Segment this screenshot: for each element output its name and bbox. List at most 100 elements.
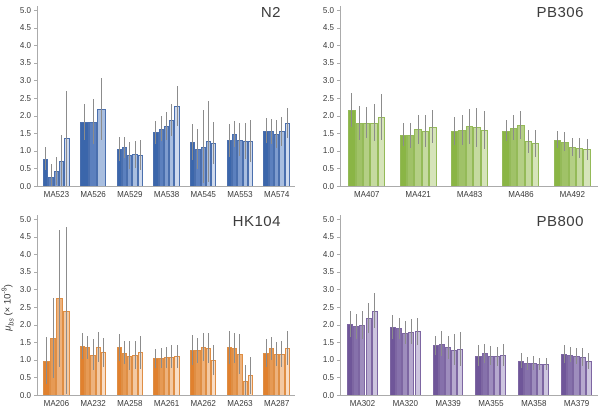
y-tick-mark [34,359,37,361]
panel-pb306: 0.0 0.5 1.0 1.5 2.0 2.5 3.0 3.5 4.0 4.5 5.0 MA407 MA… [303,0,606,209]
y-tick-mark [337,377,340,379]
y-tick-mark [337,236,340,238]
y-tick-label: 0.0 [19,181,31,191]
error-bar [459,332,461,367]
y-tick-label: 4.5 [322,23,334,33]
error-bar [134,341,136,370]
y-tick-mark [34,377,37,379]
category-label: MA258 [117,399,143,408]
y-tick-mark [34,115,37,117]
category-label: MA339 [435,399,461,408]
error-bar [545,357,547,371]
category-label: MA492 [559,190,585,199]
y-tick-mark [34,289,37,291]
y-tick-mark [337,98,340,99]
y-tick-mark [34,254,37,256]
y-tick-label: 0.5 [19,372,31,382]
panel-title-pb306: PB306 [536,4,584,21]
y-tick-label: 2.5 [19,93,31,103]
error-bar [239,123,241,156]
error-bar [83,104,85,140]
y-tick-label: 4.0 [322,40,334,50]
y-tick-label: 1.0 [322,355,334,365]
y-tick-label: 3.0 [322,284,334,294]
error-bar [286,331,288,366]
category-label: MA379 [563,399,590,408]
y-tick-label: 5.0 [19,5,31,15]
y-tick-label: 0.0 [322,390,334,400]
y-tick-label: 0.0 [322,181,334,191]
y-tick-mark [337,342,340,344]
y-tick-label: 1.5 [322,128,334,138]
y-tick-label: 4.0 [19,40,31,50]
y-tick-label: 1.0 [19,355,31,365]
y-tick-mark [337,254,340,256]
y-tick-mark [34,307,37,308]
error-bar [134,140,136,168]
error-bar [588,353,590,369]
error-bar [171,345,173,368]
error-bar [166,346,167,368]
category-label: MA526 [80,190,106,199]
error-bar [358,106,360,141]
y-axis-line [37,215,38,396]
error-bar [103,337,105,367]
error-bar [539,358,541,370]
error-bar [50,164,52,186]
y-tick-label: 0.5 [322,372,334,382]
y-tick-label: 5.0 [322,214,334,224]
error-bar [92,338,94,371]
error-bar [166,112,167,141]
y-tick-mark [34,150,37,152]
y-tick-label: 3.0 [19,284,31,294]
error-bar [208,100,209,182]
y-tick-mark [34,342,37,344]
y-tick-label: 5.0 [322,5,334,15]
error-bar [276,120,278,148]
y-tick-mark [337,80,340,82]
error-bar [478,345,480,367]
y-tick-label: 2.0 [19,111,31,121]
y-tick-label: 3.0 [322,75,334,85]
y-tick-label: 1.0 [322,146,334,156]
y-tick-mark [337,133,340,135]
y-tick-mark [337,168,340,170]
y-tick-label: 1.0 [19,146,31,156]
error-bar [582,348,584,366]
error-bar [373,104,375,141]
category-label: MA302 [349,399,376,408]
error-bar [502,343,504,367]
error-bar [192,123,194,160]
error-bar [92,98,94,145]
category-label: MA529 [117,190,143,199]
error-bar [454,116,456,145]
category-label: MA263 [227,399,253,408]
y-tick-label: 2.5 [322,93,334,103]
error-bar [447,336,449,359]
error-bar [61,134,63,186]
error-bar [176,85,178,126]
error-bar [234,333,236,363]
y-tick-mark [34,168,37,170]
y-axis-line [340,6,341,187]
y-tick-mark [34,80,37,82]
error-bar [123,136,125,158]
error-bar [97,331,99,362]
x-axis-line [340,186,598,187]
y-axis-label: μbs (× 10-9) [1,284,16,331]
error-bar [469,108,470,144]
x-axis-line [37,395,295,396]
error-bar [66,90,68,186]
y-tick-mark [337,289,340,291]
y-axis-line [37,6,38,187]
error-bar [496,346,498,366]
y-tick-label: 3.5 [19,267,31,277]
error-bar [244,122,246,160]
y-tick-mark [34,324,37,326]
category-label: MA553 [227,190,253,199]
y-tick-mark [337,150,340,152]
error-bar [556,130,558,149]
x-axis-line [340,395,598,396]
error-bar [535,130,537,157]
error-bar [265,338,267,367]
